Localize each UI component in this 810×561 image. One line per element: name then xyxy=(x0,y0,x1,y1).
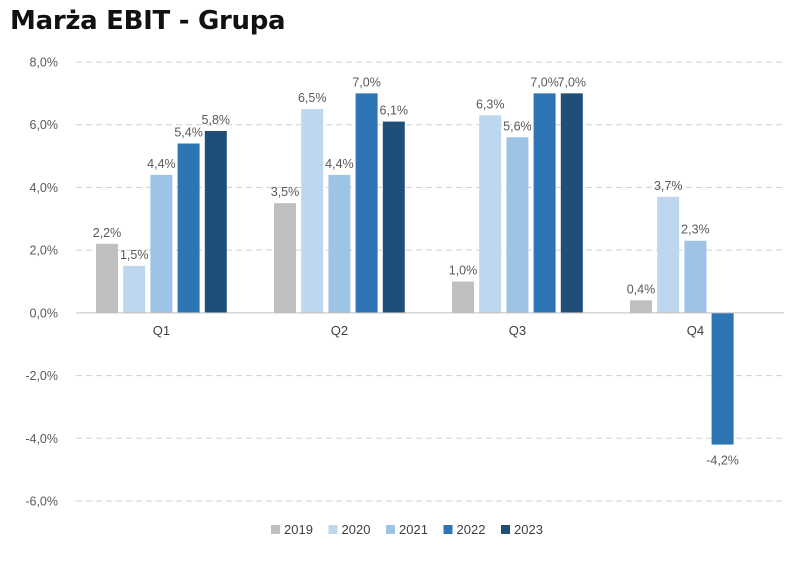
category-labels: Q1 Q2 Q3 Q4 xyxy=(153,323,704,338)
y-tick-label: 6,0% xyxy=(30,118,59,132)
bar-2023-q3 xyxy=(560,93,583,313)
legend-label-2022: 2022 xyxy=(457,522,486,537)
data-label: 3,7% xyxy=(654,179,683,193)
bar-2019-q1 xyxy=(96,243,118,313)
data-label: 2,3% xyxy=(681,223,710,237)
data-label: 6,1% xyxy=(380,104,409,118)
legend: 2019 2020 2021 2022 2023 xyxy=(271,522,543,537)
legend-swatch-2019 xyxy=(271,525,280,534)
legend-swatch-2020 xyxy=(328,525,338,534)
legend-swatch-2022 xyxy=(443,525,453,534)
category-label: Q2 xyxy=(331,323,348,338)
data-label: 5,4% xyxy=(174,126,203,140)
y-tick-label: -4,0% xyxy=(25,432,58,446)
bar-2019-q4 xyxy=(630,300,652,313)
bars xyxy=(96,93,734,445)
category-label: Q1 xyxy=(153,323,170,338)
category-label: Q3 xyxy=(509,323,526,338)
legend-swatch-2023 xyxy=(501,525,510,534)
bar-2019-q3 xyxy=(452,281,474,313)
bar-2021-q4 xyxy=(684,240,707,313)
data-label: 6,5% xyxy=(298,91,327,105)
bar-2021-q3 xyxy=(506,137,529,313)
y-tick-label: -6,0% xyxy=(25,495,58,509)
bar-2020-q2 xyxy=(301,109,324,313)
data-label: -4,2% xyxy=(706,454,739,468)
legend-swatch-2021 xyxy=(386,525,395,534)
bar-2020-q3 xyxy=(479,115,502,313)
legend-label-2019: 2019 xyxy=(284,522,313,537)
y-tick-label: 8,0% xyxy=(30,56,59,70)
legend-label-2023: 2023 xyxy=(514,522,543,537)
bar-2020-q1 xyxy=(123,265,146,313)
data-labels: 2,2% 3,5% 1,0% 0,4% 1,5% 6,5% 6,3% 3,7% 4,4% 4,4%… xyxy=(93,75,739,467)
data-label: 7,0% xyxy=(558,75,587,89)
data-label: 2,2% xyxy=(93,226,122,240)
data-label: 1,0% xyxy=(449,264,478,278)
category-label: Q4 xyxy=(687,323,704,338)
bar-2021-q2 xyxy=(328,174,351,313)
data-label: 7,0% xyxy=(530,75,559,89)
data-label: 6,3% xyxy=(476,97,505,111)
bar-2022-q3 xyxy=(533,93,556,313)
legend-label-2020: 2020 xyxy=(342,522,371,537)
bar-2023-q1 xyxy=(204,130,227,313)
bar-2022-q1 xyxy=(177,143,200,313)
data-label: 5,6% xyxy=(503,119,532,133)
chart-title: Marża EBIT - Grupa xyxy=(10,6,286,36)
y-tick-label: 2,0% xyxy=(30,244,59,258)
bar-2021-q1 xyxy=(150,174,173,313)
data-label: 0,4% xyxy=(627,282,656,296)
y-tick-label: -2,0% xyxy=(25,369,58,383)
y-tick-label: 4,0% xyxy=(30,181,59,195)
bar-2022-q2 xyxy=(355,93,378,313)
legend-label-2021: 2021 xyxy=(399,522,428,537)
data-label: 7,0% xyxy=(352,75,381,89)
bar-2023-q2 xyxy=(382,121,405,313)
bar-2019-q2 xyxy=(274,203,296,313)
data-label: 4,4% xyxy=(325,157,354,171)
data-label: 4,4% xyxy=(147,157,176,171)
bar-2022-q4 xyxy=(711,312,734,445)
y-axis-ticks: 8,0% 6,0% 4,0% 2,0% 0,0% -2,0% -4,0% -6,0% xyxy=(25,56,58,509)
y-tick-label: 0,0% xyxy=(30,306,59,320)
data-label: 3,5% xyxy=(271,185,300,199)
data-label: 5,8% xyxy=(202,113,231,127)
data-label: 1,5% xyxy=(120,248,149,262)
bar-2020-q4 xyxy=(657,196,680,313)
